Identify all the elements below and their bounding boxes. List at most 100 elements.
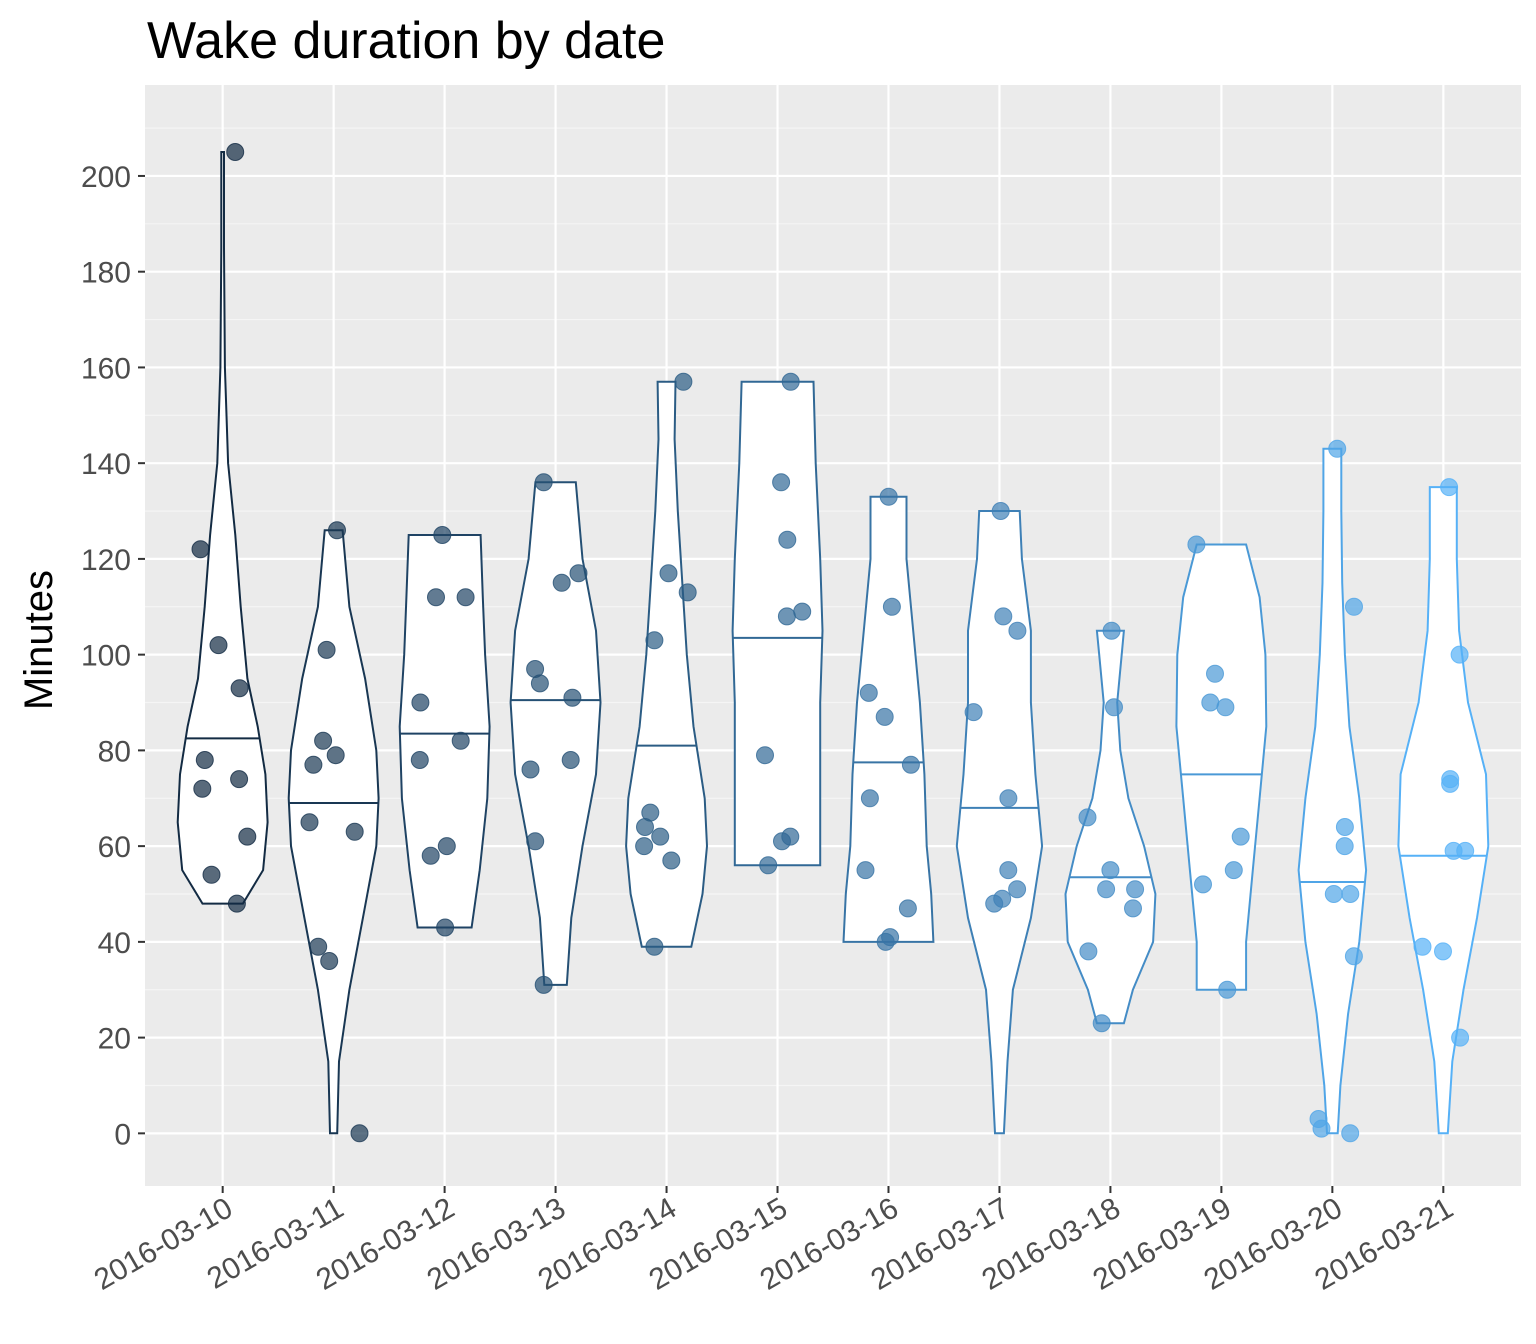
data-point-2016-03-20: [1335, 837, 1354, 856]
data-point-2016-03-14: [635, 837, 654, 856]
data-point-2016-03-13: [534, 473, 553, 492]
data-point-2016-03-21: [1434, 942, 1452, 961]
data-point-2016-03-16: [898, 899, 917, 918]
data-point-2016-03-16: [859, 683, 878, 702]
data-point-2016-03-20: [1341, 885, 1360, 903]
y-tick-label: 120: [81, 544, 131, 577]
data-point-2016-03-13: [530, 674, 549, 693]
violin-2016-03-18: [1064, 629, 1157, 1025]
data-point-2016-03-13: [563, 688, 582, 707]
violin-2016-03-17: [955, 510, 1044, 1135]
data-point-2016-03-14: [636, 818, 654, 836]
data-point-2016-03-11: [300, 813, 319, 832]
data-point-2016-03-18: [1092, 1014, 1111, 1033]
data-point-2016-03-13: [534, 975, 553, 994]
data-point-2016-03-12: [411, 693, 430, 712]
data-point-2016-03-19: [1218, 980, 1237, 999]
y-tick-label: 0: [114, 1118, 131, 1151]
data-point-2016-03-18: [1079, 942, 1098, 961]
y-tick-label: 180: [81, 257, 131, 290]
data-point-2016-03-12: [433, 526, 452, 544]
data-point-2016-03-19: [1231, 827, 1250, 846]
data-point-2016-03-17: [1008, 880, 1027, 899]
y-axis-label: Minutes: [17, 570, 61, 710]
data-point-2016-03-10: [202, 865, 221, 884]
data-point-2016-03-12: [427, 588, 445, 607]
data-point-2016-03-17: [991, 502, 1010, 520]
violin-2016-03-21: [1397, 486, 1490, 1135]
violin-2016-03-15: [731, 380, 824, 867]
grid-lines: [145, 85, 1521, 1186]
data-point-2016-03-13: [561, 751, 580, 769]
data-point-2016-03-17: [985, 894, 1004, 913]
data-point-2016-03-13: [569, 564, 588, 583]
data-point-2016-03-14: [678, 583, 697, 602]
data-point-2016-03-18: [1101, 861, 1120, 880]
data-point-2016-03-18: [1097, 880, 1116, 899]
data-point-2016-03-16: [901, 755, 920, 774]
y-tick-label: 200: [81, 161, 131, 194]
y-tick-label: 100: [81, 640, 131, 673]
data-point-2016-03-13: [552, 573, 571, 592]
data-point-2016-03-18: [1102, 621, 1121, 640]
x-axis: 2016-03-102016-03-112016-03-122016-03-13…: [89, 1186, 1459, 1297]
y-tick-label: 20: [98, 1023, 131, 1056]
data-point-2016-03-21: [1451, 1028, 1470, 1047]
data-point-2016-03-10: [193, 779, 212, 798]
data-point-2016-03-17: [999, 861, 1018, 880]
y-tick-label: 160: [81, 352, 131, 385]
data-point-2016-03-20: [1312, 1119, 1331, 1138]
data-point-2016-03-14: [645, 631, 664, 650]
data-point-2016-03-11: [320, 952, 339, 970]
data-point-2016-03-10: [230, 770, 249, 789]
data-point-2016-03-15: [759, 856, 778, 875]
data-point-2016-03-16: [879, 487, 898, 506]
data-point-2016-03-10: [238, 827, 257, 846]
data-point-2016-03-14: [645, 937, 664, 956]
data-point-2016-03-18: [1078, 808, 1097, 827]
data-point-2016-03-20: [1344, 947, 1363, 966]
y-tick-label: 40: [98, 927, 131, 960]
data-point-2016-03-10: [226, 143, 245, 161]
y-axis: 0 20 40 60 80 100 120 140 160 180 200: [81, 161, 145, 1151]
data-point-2016-03-16: [856, 861, 875, 880]
data-point-2016-03-19: [1224, 861, 1243, 880]
data-point-2016-03-17: [1008, 621, 1027, 640]
data-point-2016-03-19: [1206, 664, 1224, 683]
data-point-2016-03-15: [777, 607, 796, 626]
data-point-2016-03-15: [778, 530, 797, 549]
y-tick-label: 140: [81, 448, 131, 481]
y-tick-label: 60: [98, 831, 131, 864]
data-point-2016-03-13: [521, 760, 540, 779]
data-point-2016-03-16: [860, 789, 879, 808]
data-point-2016-03-11: [304, 755, 323, 774]
data-point-2016-03-12: [436, 918, 455, 937]
data-point-2016-03-10: [209, 636, 228, 655]
data-point-2016-03-11: [345, 822, 364, 841]
data-point-2016-03-19: [1216, 698, 1235, 717]
data-point-2016-03-19: [1187, 535, 1206, 554]
data-point-2016-03-14: [674, 372, 693, 391]
data-point-2016-03-20: [1328, 439, 1347, 458]
data-point-2016-03-20: [1345, 597, 1363, 616]
data-point-2016-03-13: [526, 832, 545, 851]
data-point-2016-03-15: [773, 832, 791, 851]
data-point-2016-03-11: [326, 746, 345, 765]
data-point-2016-03-17: [964, 703, 983, 722]
data-point-2016-03-10: [191, 540, 210, 559]
violin-2016-03-10: [176, 151, 269, 905]
data-point-2016-03-11: [350, 1124, 369, 1143]
data-point-2016-03-15: [793, 602, 812, 621]
data-point-2016-03-12: [437, 837, 456, 856]
data-point-2016-03-21: [1441, 774, 1460, 793]
data-point-2016-03-10: [230, 679, 249, 698]
data-point-2016-03-11: [328, 521, 346, 540]
data-point-2016-03-12: [456, 588, 475, 607]
data-point-2016-03-16: [882, 597, 901, 616]
data-point-2016-03-15: [772, 473, 791, 492]
data-point-2016-03-20: [1324, 885, 1343, 903]
data-point-2016-03-18: [1105, 698, 1123, 717]
data-point-2016-03-20: [1341, 1124, 1360, 1143]
data-point-2016-03-18: [1126, 880, 1145, 899]
data-point-2016-03-11: [317, 640, 336, 659]
